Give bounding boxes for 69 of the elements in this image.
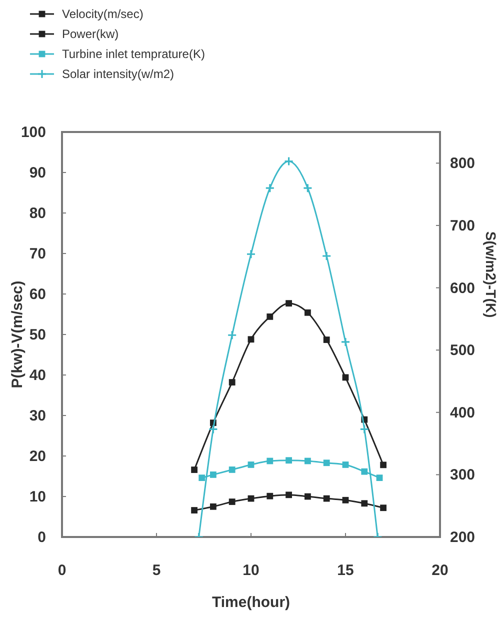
point (228, 498, 236, 505)
y-tick-label: 60 (29, 286, 46, 303)
y-axis-title: P(kw)-V(m/sec) (9, 280, 26, 388)
point (246, 249, 256, 259)
point (210, 471, 216, 478)
point (380, 462, 386, 468)
legend-label: Power(kw) (62, 27, 119, 41)
y-tick-label: 40 (29, 367, 46, 384)
point (322, 251, 332, 261)
point (342, 374, 349, 381)
x-tick-label: 15 (337, 562, 354, 579)
point (342, 496, 349, 504)
point (361, 468, 368, 475)
point (191, 507, 198, 514)
point (191, 466, 198, 473)
y2-tick-label: 400 (450, 404, 476, 422)
x-tick-label: 0 (58, 562, 66, 579)
point (265, 183, 275, 193)
point (304, 458, 311, 464)
point (266, 313, 274, 320)
point (380, 504, 386, 512)
point (248, 462, 254, 468)
x-tick-label: 20 (432, 562, 448, 579)
point (286, 492, 292, 498)
point (248, 336, 254, 343)
x-tick-label: 10 (242, 562, 260, 579)
y2-tick-label: 200 (450, 529, 476, 546)
point (304, 493, 311, 500)
point (208, 424, 218, 434)
point (198, 474, 206, 482)
y2-tick-label: 300 (450, 466, 476, 484)
point (342, 462, 349, 468)
y2-tick-label: 700 (450, 217, 476, 234)
point (228, 466, 236, 473)
point (340, 337, 350, 347)
legend-label: Velocity(m/sec) (62, 7, 144, 21)
point (361, 500, 368, 507)
point (376, 474, 383, 482)
point (323, 460, 330, 466)
y-tick-label: 90 (29, 164, 46, 182)
point (323, 336, 330, 343)
y-tick-label: 10 (29, 488, 46, 506)
y-tick-label: 0 (38, 529, 46, 546)
point (227, 330, 237, 340)
y2-tick-label: 800 (450, 155, 476, 172)
y2-axis-title: S(w/m2)-T(K) (483, 231, 499, 318)
point (210, 503, 216, 510)
point (286, 457, 292, 464)
y-tick-label: 80 (29, 205, 46, 222)
point (284, 156, 294, 166)
point (304, 309, 311, 316)
point (360, 424, 370, 434)
y2-tick-label: 600 (450, 280, 476, 297)
point (266, 458, 274, 464)
y-tick-label: 50 (29, 326, 46, 344)
y-tick-label: 100 (20, 124, 46, 141)
y2-tick-label: 500 (450, 342, 476, 360)
legend-label: Solar intensity(w/m2) (62, 67, 174, 81)
y-tick-label: 70 (29, 246, 46, 262)
point (286, 300, 292, 307)
point (323, 495, 330, 502)
x-tick-label: 5 (152, 562, 161, 579)
point (228, 379, 236, 386)
legend-label: Turbine inlet temprature(K) (62, 47, 205, 61)
y-tick-label: 20 (29, 448, 46, 465)
point (302, 183, 312, 193)
point (266, 492, 274, 500)
y-tick-label: 30 (29, 408, 46, 424)
x-axis-title: Time(hour) (212, 594, 290, 611)
